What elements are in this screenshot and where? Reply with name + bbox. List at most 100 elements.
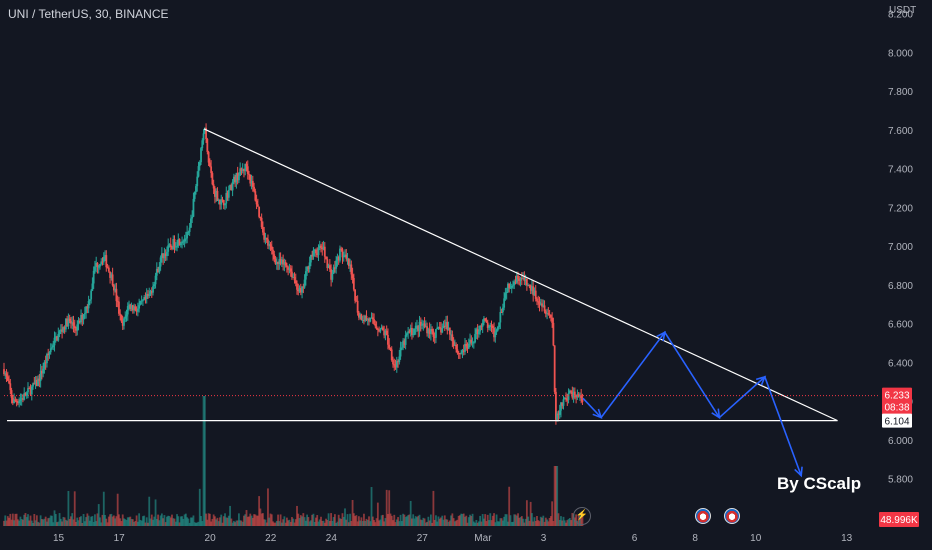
volume-bar <box>538 521 541 526</box>
volume-bar <box>27 514 29 526</box>
candle-body <box>510 285 513 288</box>
candle-body <box>100 261 103 265</box>
time-tick-label: 27 <box>417 533 429 544</box>
candle-body <box>403 340 406 345</box>
volume-bar <box>453 521 456 526</box>
volume-bar <box>496 521 499 526</box>
volume-bar <box>459 515 461 526</box>
symbol-title[interactable]: UNI / TetherUS, 30, BINANCE <box>8 7 169 21</box>
volume-bar <box>91 516 94 526</box>
candle-body <box>270 246 273 250</box>
volume-bar <box>9 513 12 526</box>
volume-bar <box>23 514 26 526</box>
us-flag-icon[interactable] <box>724 508 740 524</box>
candle-body <box>8 380 10 384</box>
candle-body <box>129 304 132 309</box>
volume-bar <box>350 520 353 526</box>
candle-body <box>460 352 463 354</box>
candle-body <box>332 267 335 274</box>
candle-body <box>54 336 57 338</box>
volume-bar <box>52 522 55 526</box>
candle-body <box>455 344 458 350</box>
candle-body <box>220 199 223 205</box>
candle-body <box>200 148 202 163</box>
volume-bar <box>220 514 223 526</box>
time-tick-label: 6 <box>632 533 638 544</box>
candle-body <box>523 277 526 282</box>
flash-icon[interactable]: ⚡ <box>573 507 591 525</box>
volume-bar <box>373 520 375 526</box>
volume-bar <box>136 521 139 526</box>
volume-bar <box>388 490 391 526</box>
candle-body <box>446 322 449 331</box>
volume-bar <box>248 516 250 526</box>
volume-bar <box>30 520 33 526</box>
volume-bar <box>349 513 351 526</box>
volume-bar <box>371 516 374 526</box>
volume-bar <box>426 521 428 526</box>
candle-body <box>62 327 65 332</box>
candle-body <box>438 327 441 329</box>
volume-bar <box>529 501 532 526</box>
candle-body <box>311 254 314 257</box>
candle-body <box>219 199 221 205</box>
volume-bar <box>259 508 262 526</box>
price-tick-label: 6.600 <box>888 320 913 331</box>
candle-body <box>499 311 502 323</box>
candle-body <box>409 327 412 333</box>
volume-bar <box>225 517 228 526</box>
candle-body <box>398 356 401 363</box>
volume-bar <box>192 515 195 526</box>
candle-body <box>351 274 354 279</box>
volume-bar <box>120 521 123 526</box>
volume-bar <box>310 520 312 526</box>
candle-body <box>224 203 226 206</box>
volume-bar <box>389 513 392 526</box>
volume-bar <box>59 518 62 526</box>
volume-bar <box>25 517 28 526</box>
time-axis[interactable]: 15 17 20 22 24 27 Mar 3 6 8 10 13 <box>53 533 853 544</box>
candle-body <box>537 301 540 303</box>
volume-bar <box>422 517 425 526</box>
volume-bar <box>369 521 372 526</box>
volume-bar <box>104 514 106 526</box>
candle-body <box>505 291 508 294</box>
volume-bar <box>452 518 455 526</box>
volume-bar <box>325 518 327 526</box>
price-tick-label: 7.000 <box>888 242 913 253</box>
price-axis[interactable]: 8.200 8.000 7.800 7.600 7.400 7.200 7.000 6.800… <box>888 10 913 525</box>
volume-bar <box>562 516 565 526</box>
candle-body <box>32 383 34 387</box>
us-flag-icon[interactable] <box>695 508 711 524</box>
candle-body <box>282 259 285 265</box>
volume-bar <box>140 520 143 526</box>
candle-body <box>186 231 189 239</box>
volume-bar <box>205 513 207 526</box>
candle-body <box>5 373 8 377</box>
candle-body <box>190 218 192 228</box>
candle-body <box>315 249 317 254</box>
volume-bar <box>173 518 176 526</box>
volume-bar <box>543 521 546 526</box>
volume-bar <box>465 515 468 526</box>
price-tick-label: 8.000 <box>888 48 913 59</box>
volume-bar <box>320 516 322 526</box>
volume-bar <box>260 513 263 526</box>
volume-bar <box>201 521 204 526</box>
candle-body <box>104 255 106 257</box>
volume-bar <box>398 521 401 526</box>
price-candles <box>3 123 584 425</box>
volume-bar <box>5 520 8 526</box>
candle-body <box>288 268 291 270</box>
candle-body <box>413 328 416 334</box>
candle-body <box>130 305 133 309</box>
arrowhead <box>711 408 721 420</box>
volume-bar <box>503 516 506 526</box>
volume-bar <box>34 520 37 526</box>
candle-body <box>556 413 559 420</box>
candle-body <box>76 324 79 331</box>
candle-body <box>27 388 29 393</box>
candle-body <box>211 173 214 185</box>
candle-body <box>268 244 271 246</box>
